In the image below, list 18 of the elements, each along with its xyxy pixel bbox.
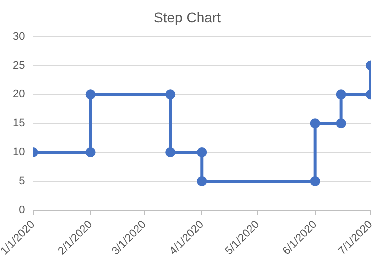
y-tick-label: 15	[13, 118, 26, 130]
y-tick-label: 30	[13, 30, 26, 43]
y-tick-label: 25	[13, 60, 26, 72]
y-tick-label: 5	[19, 175, 26, 188]
point	[86, 90, 96, 100]
point	[336, 118, 346, 129]
point	[166, 90, 176, 100]
point	[336, 90, 346, 100]
point	[166, 148, 176, 158]
point	[310, 118, 320, 129]
point	[310, 176, 320, 186]
point	[197, 148, 208, 158]
y-tick-label: 20	[13, 88, 26, 101]
y-tick-label: 0	[19, 204, 26, 216]
chart-title: Step Chart	[154, 9, 222, 26]
point	[86, 148, 96, 158]
point	[197, 176, 208, 186]
y-tick-label: 10	[13, 146, 26, 159]
